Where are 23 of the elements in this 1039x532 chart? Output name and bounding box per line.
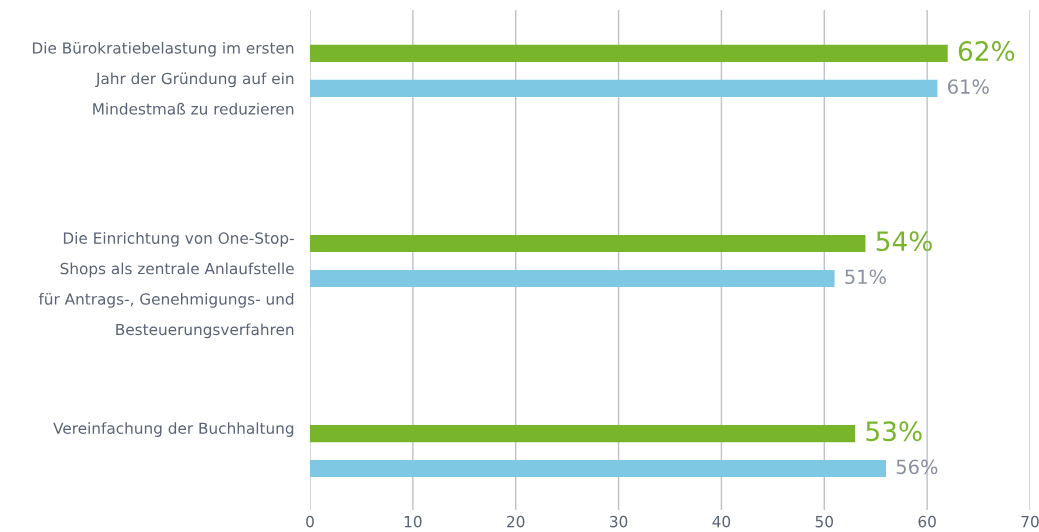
data-label: 51% [845,269,886,285]
data-label: 56% [896,459,938,475]
bar [310,79,938,97]
x-tick-label: 10 [404,515,422,528]
data-label: 62% [958,41,1015,61]
x-tick-label: 50 [815,515,833,528]
data-label: 53% [866,421,922,442]
y-tick-label: Die Einrichtung von One-Stop- Shops als zentrale Anlaufstelle für Antrags-, Genehmigungs- und Besteuerungsverfahren [38,232,294,339]
bar [310,425,856,443]
y-tick-label: Vereinfachung der Buchhaltung [53,422,294,437]
bar [310,460,886,478]
y-tick-label: Die Bürokratiebelastung im ersten Jahr der Gründung auf ein Mindestmaß zu reduzieren [32,41,294,115]
data-label: 54% [876,231,932,252]
x-tick-label: 20 [507,515,525,528]
x-tick-label: 70 [1021,515,1039,528]
data-label: 61% [948,79,989,94]
bar [310,269,835,287]
bar [310,234,866,253]
x-tick-label: 60 [918,515,936,528]
x-tick-label: 0 [306,515,314,528]
bar [310,44,948,62]
x-tick-label: 40 [712,515,731,528]
x-tick-label: 30 [610,515,628,528]
